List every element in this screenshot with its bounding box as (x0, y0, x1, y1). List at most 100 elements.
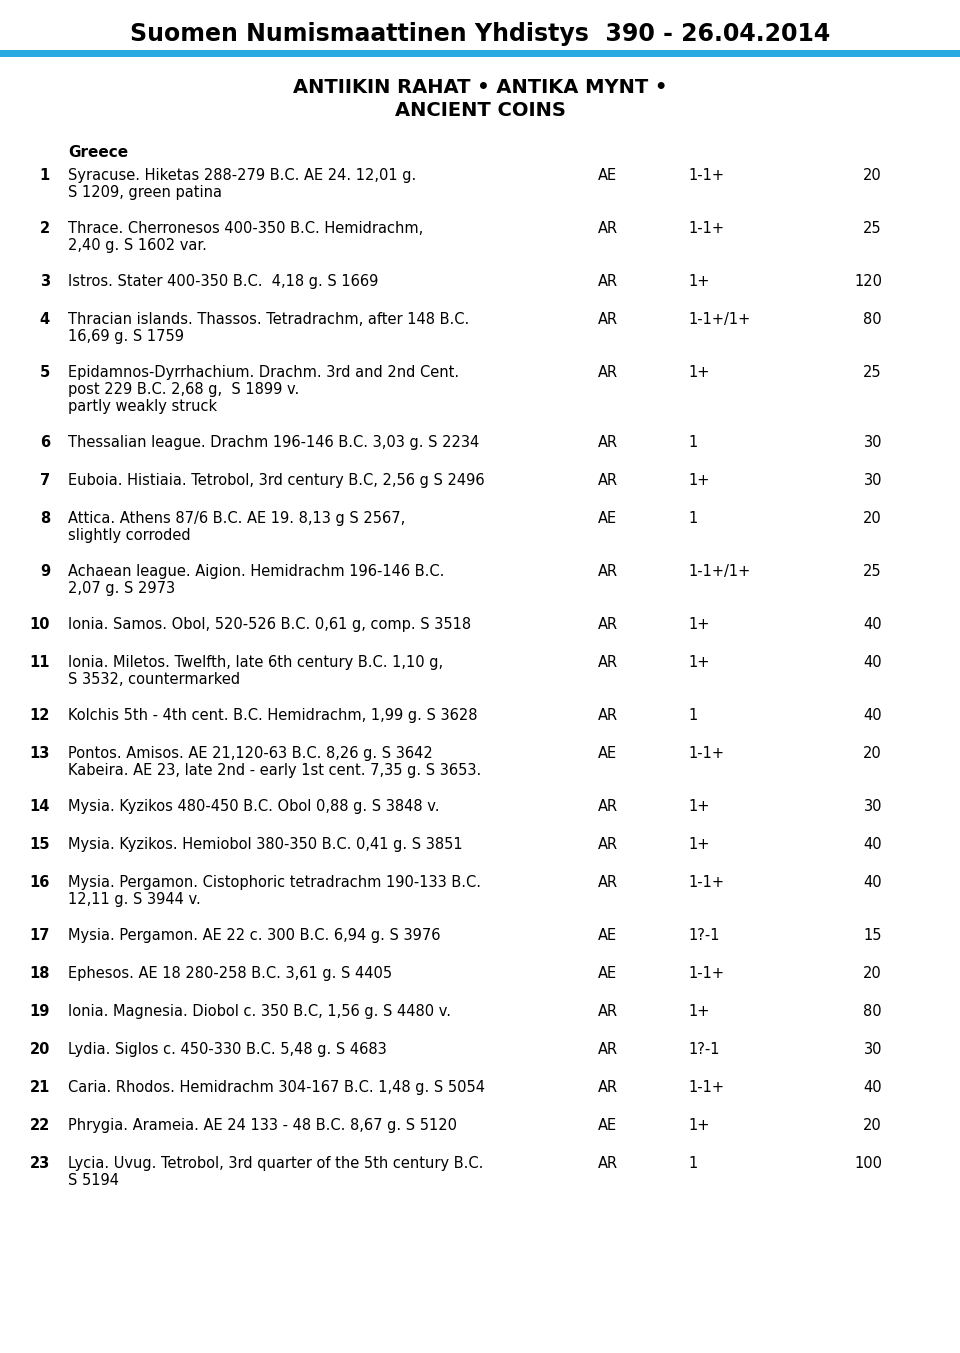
Text: Suomen Numismaattinen Yhdistys  390 - 26.04.2014: Suomen Numismaattinen Yhdistys 390 - 26.… (130, 22, 830, 46)
Text: 22: 22 (30, 1118, 50, 1132)
Text: Syracuse. Hiketas 288-279 B.C. AE 24. 12,01 g.: Syracuse. Hiketas 288-279 B.C. AE 24. 12… (68, 168, 417, 183)
Text: 13: 13 (30, 746, 50, 760)
Text: Euboia. Histiaia. Tetrobol, 3rd century B.C, 2,56 g S 2496: Euboia. Histiaia. Tetrobol, 3rd century … (68, 474, 485, 488)
Text: AR: AR (598, 875, 618, 890)
Text: 2: 2 (40, 221, 50, 235)
Text: 3: 3 (40, 275, 50, 290)
Text: 30: 30 (863, 474, 882, 488)
Text: 14: 14 (30, 800, 50, 815)
Text: 20: 20 (30, 1042, 50, 1057)
Text: AR: AR (598, 708, 618, 723)
Text: 7: 7 (40, 474, 50, 488)
Text: 30: 30 (863, 800, 882, 815)
Text: 40: 40 (863, 617, 882, 632)
Text: AR: AR (598, 313, 618, 327)
Text: Phrygia. Arameia. AE 24 133 - 48 B.C. 8,67 g. S 5120: Phrygia. Arameia. AE 24 133 - 48 B.C. 8,… (68, 1118, 457, 1132)
Text: 120: 120 (854, 275, 882, 290)
Text: 1-1+/1+: 1-1+/1+ (688, 313, 751, 327)
Text: S 1209, green patina: S 1209, green patina (68, 185, 222, 200)
Text: AR: AR (598, 564, 618, 579)
Text: 21: 21 (30, 1080, 50, 1095)
Text: ANCIENT COINS: ANCIENT COINS (395, 101, 565, 120)
Text: 1?-1: 1?-1 (688, 1042, 719, 1057)
Text: AR: AR (598, 617, 618, 632)
Text: AR: AR (598, 474, 618, 488)
Text: post 229 B.C. 2,68 g,  S 1899 v.: post 229 B.C. 2,68 g, S 1899 v. (68, 382, 300, 396)
Text: 1: 1 (688, 436, 697, 451)
Text: 1+: 1+ (688, 655, 709, 670)
Text: slightly corroded: slightly corroded (68, 528, 191, 543)
Bar (0, 50, 960, 57)
Text: ANTIIKIN RAHAT • ANTIKA MYNT •: ANTIIKIN RAHAT • ANTIKA MYNT • (293, 78, 667, 97)
Text: AR: AR (598, 221, 618, 235)
Text: Mysia. Kyzikos 480-450 B.C. Obol 0,88 g. S 3848 v.: Mysia. Kyzikos 480-450 B.C. Obol 0,88 g.… (68, 800, 440, 815)
Text: 40: 40 (863, 1080, 882, 1095)
Text: 100: 100 (854, 1155, 882, 1170)
Text: 19: 19 (30, 1004, 50, 1019)
Text: 1-1+: 1-1+ (688, 1080, 724, 1095)
Text: 80: 80 (863, 1004, 882, 1019)
Text: 40: 40 (863, 655, 882, 670)
Text: Ionia. Samos. Obol, 520-526 B.C. 0,61 g, comp. S 3518: Ionia. Samos. Obol, 520-526 B.C. 0,61 g,… (68, 617, 471, 632)
Text: 12,11 g. S 3944 v.: 12,11 g. S 3944 v. (68, 892, 201, 907)
Text: 10: 10 (30, 617, 50, 632)
Text: Mysia. Pergamon. AE 22 c. 300 B.C. 6,94 g. S 3976: Mysia. Pergamon. AE 22 c. 300 B.C. 6,94 … (68, 928, 441, 943)
Text: Istros. Stater 400-350 B.C.  4,18 g. S 1669: Istros. Stater 400-350 B.C. 4,18 g. S 16… (68, 275, 378, 290)
Text: 1+: 1+ (688, 617, 709, 632)
Text: 1+: 1+ (688, 365, 709, 380)
Text: Ephesos. AE 18 280-258 B.C. 3,61 g. S 4405: Ephesos. AE 18 280-258 B.C. 3,61 g. S 44… (68, 966, 392, 981)
Text: 80: 80 (863, 313, 882, 327)
Text: 8: 8 (39, 511, 50, 526)
Text: AR: AR (598, 1042, 618, 1057)
Text: 1: 1 (39, 168, 50, 183)
Text: 1+: 1+ (688, 474, 709, 488)
Text: AR: AR (598, 1080, 618, 1095)
Text: 1+: 1+ (688, 838, 709, 852)
Text: 25: 25 (863, 564, 882, 579)
Text: AR: AR (598, 365, 618, 380)
Text: AE: AE (598, 928, 617, 943)
Text: AR: AR (598, 275, 618, 290)
Text: 1-1+: 1-1+ (688, 875, 724, 890)
Text: Achaean league. Aigion. Hemidrachm 196-146 B.C.: Achaean league. Aigion. Hemidrachm 196-1… (68, 564, 444, 579)
Text: 4: 4 (40, 313, 50, 327)
Text: AR: AR (598, 1155, 618, 1170)
Text: 1: 1 (688, 708, 697, 723)
Text: 25: 25 (863, 365, 882, 380)
Text: S 5194: S 5194 (68, 1173, 119, 1188)
Text: 40: 40 (863, 708, 882, 723)
Text: 9: 9 (40, 564, 50, 579)
Text: AR: AR (598, 1004, 618, 1019)
Text: 16: 16 (30, 875, 50, 890)
Text: 1+: 1+ (688, 1004, 709, 1019)
Text: 30: 30 (863, 436, 882, 451)
Text: 17: 17 (30, 928, 50, 943)
Text: AE: AE (598, 746, 617, 760)
Text: Lycia. Uvug. Tetrobol, 3rd quarter of the 5th century B.C.: Lycia. Uvug. Tetrobol, 3rd quarter of th… (68, 1155, 484, 1170)
Text: Epidamnos-Dyrrhachium. Drachm. 3rd and 2nd Cent.: Epidamnos-Dyrrhachium. Drachm. 3rd and 2… (68, 365, 459, 380)
Text: Mysia. Pergamon. Cistophoric tetradrachm 190-133 B.C.: Mysia. Pergamon. Cistophoric tetradrachm… (68, 875, 481, 890)
Text: 40: 40 (863, 875, 882, 890)
Text: Thracian islands. Thassos. Tetradrachm, after 148 B.C.: Thracian islands. Thassos. Tetradrachm, … (68, 313, 469, 327)
Text: 1-1+: 1-1+ (688, 221, 724, 235)
Text: 30: 30 (863, 1042, 882, 1057)
Text: 20: 20 (863, 746, 882, 760)
Text: AE: AE (598, 168, 617, 183)
Text: AE: AE (598, 511, 617, 526)
Text: 1?-1: 1?-1 (688, 928, 719, 943)
Text: 20: 20 (863, 511, 882, 526)
Text: 6: 6 (40, 436, 50, 451)
Text: S 3532, countermarked: S 3532, countermarked (68, 672, 240, 687)
Text: Lydia. Siglos c. 450-330 B.C. 5,48 g. S 4683: Lydia. Siglos c. 450-330 B.C. 5,48 g. S … (68, 1042, 387, 1057)
Text: AR: AR (598, 838, 618, 852)
Text: partly weakly struck: partly weakly struck (68, 399, 217, 414)
Text: Attica. Athens 87/6 B.C. AE 19. 8,13 g S 2567,: Attica. Athens 87/6 B.C. AE 19. 8,13 g S… (68, 511, 405, 526)
Text: 1+: 1+ (688, 275, 709, 290)
Text: AR: AR (598, 655, 618, 670)
Text: Greece: Greece (68, 145, 128, 160)
Text: 20: 20 (863, 1118, 882, 1132)
Text: 20: 20 (863, 966, 882, 981)
Text: 1+: 1+ (688, 1118, 709, 1132)
Text: 15: 15 (30, 838, 50, 852)
Text: Mysia. Kyzikos. Hemiobol 380-350 B.C. 0,41 g. S 3851: Mysia. Kyzikos. Hemiobol 380-350 B.C. 0,… (68, 838, 463, 852)
